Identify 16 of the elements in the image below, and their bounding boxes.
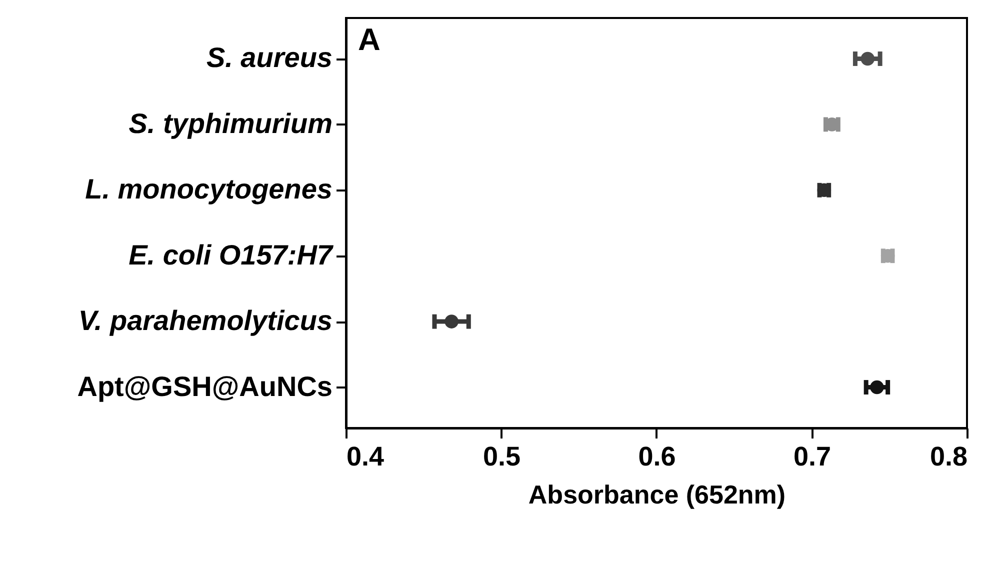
x-tick-label: 0.8: [930, 442, 968, 472]
y-tick-label: S. aureus: [206, 42, 332, 74]
x-tick-label: 0.5: [482, 442, 521, 472]
annotation: A: [358, 22, 380, 57]
x-axis-title: Absorbance (652nm): [528, 480, 786, 510]
point: [870, 380, 884, 394]
y-tick-label: L. monocytogenes: [85, 174, 332, 205]
y-tick-label: E. coli O157:H7: [128, 239, 334, 270]
point: [860, 52, 875, 66]
y-tick-label: Apt@GSH@AuNCs: [77, 370, 332, 402]
y-tick-label: V. parahemolyticus: [78, 305, 332, 336]
point: [444, 314, 458, 328]
y-tick-label: S. typhimurium: [128, 108, 332, 139]
x-tick-label: 0.4: [346, 442, 384, 472]
x-tick-label: 0.7: [793, 442, 832, 472]
x-tick-label: 0.6: [638, 442, 676, 472]
